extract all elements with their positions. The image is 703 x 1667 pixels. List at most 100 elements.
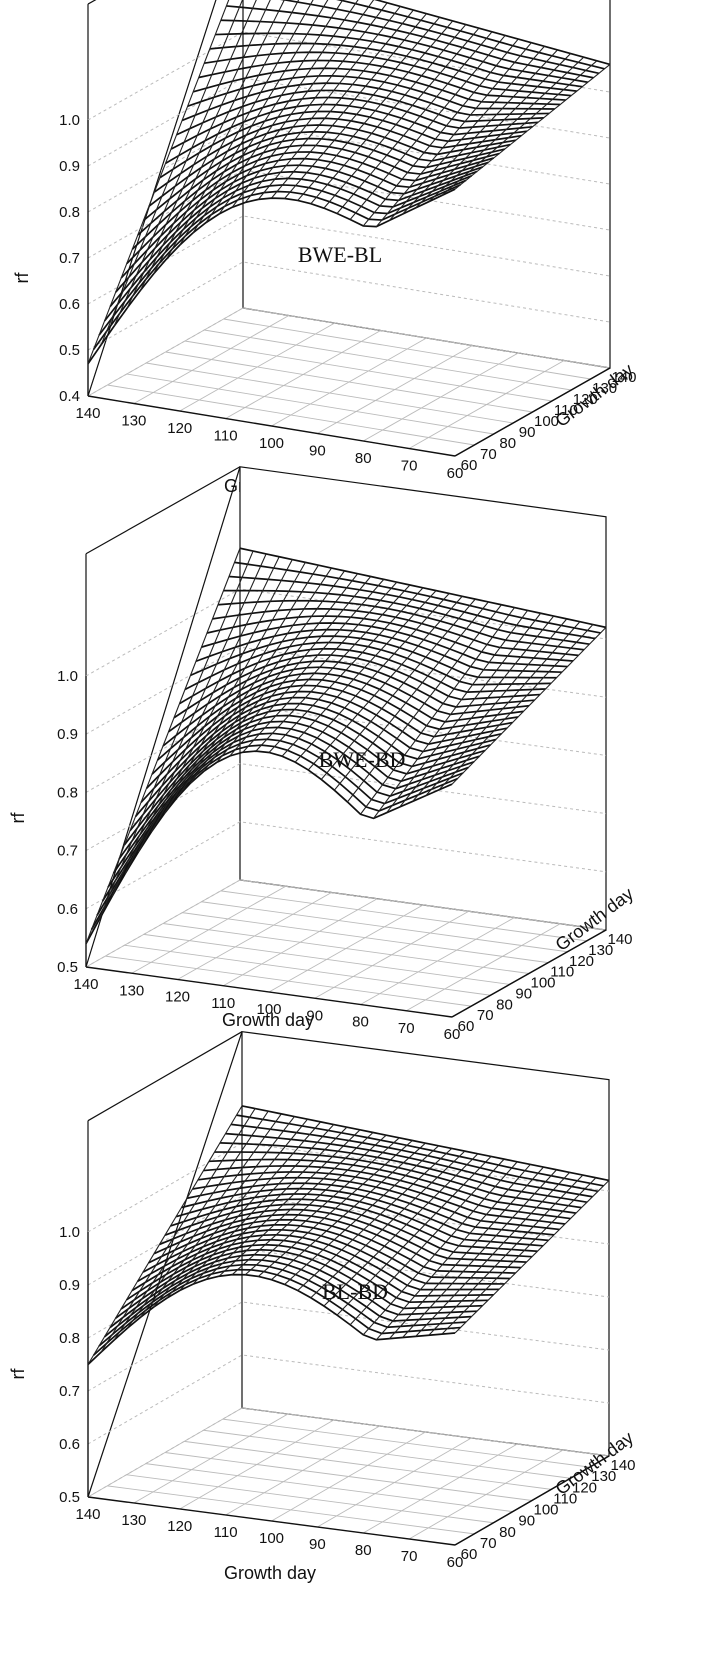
surface-mesh-line [389,1166,544,1339]
surface-mesh-line [268,587,424,753]
surface-mesh-line [310,24,467,205]
floor-gridline-y [204,329,572,391]
surface-mesh-line [333,601,489,791]
y-tick-label: 140 [607,931,632,948]
z-tick-label: 0.6 [57,901,78,918]
surface-mesh-line [257,9,414,200]
x-tick-label: 140 [73,976,98,993]
surface-mesh-line [346,604,502,803]
z-tick-label: 0.6 [59,1436,80,1453]
left-floor-edge [85,466,241,968]
surface-mesh-line [310,1150,466,1299]
x-tick-label: 120 [167,1518,192,1535]
y-tick-label: 70 [480,1535,497,1552]
surface-mesh-line [349,35,506,220]
surface-mesh-line [284,1145,439,1285]
surface-mesh-line [192,0,344,234]
surface-mesh-line [336,31,493,214]
series-label: BL-BD [322,1279,388,1304]
surface-mesh-line [177,567,332,798]
surface-mesh-line [113,0,257,327]
z-gridline [85,646,607,735]
y-tick-label: 100 [533,1502,558,1519]
surface-mesh-line [216,576,372,763]
surface-mesh-line [218,0,375,215]
surface-mesh-line [139,0,285,291]
y-tick-label: 70 [477,1007,494,1024]
y-tick-label: 80 [499,435,516,452]
y-tick-label: 120 [569,953,594,970]
x-tick-label: 100 [259,1530,284,1547]
floor-gridline-y [239,879,607,931]
x-tick-label: 90 [309,1536,326,1553]
surface-mesh-line [244,6,401,203]
series-label: BWE-BD [319,747,406,772]
floor-gridline-y [182,912,549,964]
surface-mesh-line [87,1105,243,1365]
floor-gridline-y [222,1418,590,1468]
surface-mesh-line [126,0,271,309]
z-axis-label: rf [12,272,32,284]
surface-mesh-line [179,1124,335,1291]
surface-mesh-line [399,615,555,808]
z-tick-label: 0.8 [59,1330,80,1347]
surface-mesh-line [320,598,476,780]
z-tick-label: 0.5 [59,1489,80,1506]
surface-mesh-line [192,1126,348,1285]
floor-gridline-y [242,307,611,369]
floor-gridline-y [201,901,568,953]
surface-mesh-line [124,556,280,874]
surface-mesh-line [100,0,244,345]
y-tick-label: 140 [611,369,636,386]
surface-mesh-line [231,1134,387,1276]
y-tick-label: 130 [592,380,617,397]
y-tick-label: 130 [591,1468,616,1485]
x-tick-label: 60 [447,1554,464,1571]
surface-mesh-line [85,548,241,944]
floor-gridline-y [165,351,533,413]
z-gridline [87,123,611,213]
surface-mesh-line [454,1180,610,1334]
surface-mesh-line [415,53,572,209]
surface-mesh-line [100,1108,256,1353]
y-tick-label: 120 [573,391,598,408]
surface-mesh-line [412,618,568,802]
surface-mesh-line [244,1137,400,1276]
x-axis-line [85,966,453,1018]
z-tick-label: 1.0 [59,1224,80,1241]
x-axis-label: Growth day [222,1010,314,1030]
floor-gridline-y [126,373,494,435]
y-tick-label: 140 [610,1457,635,1474]
floor-gridline-y [146,362,514,424]
x-tick-label: 130 [121,413,146,430]
z-tick-label: 0.7 [59,250,80,267]
y-tick-label: 80 [496,996,513,1013]
surface-mesh-line [179,0,329,246]
floor-gridline-y [105,955,472,1007]
floor-gridline-y [124,944,491,996]
z-tick-label: 0.7 [59,1383,80,1400]
x-tick-label: 60 [444,1026,461,1043]
surface-mesh-line [389,45,545,221]
surface-mesh-line [153,1118,308,1308]
surface-mesh-line [323,1153,479,1307]
y-tick-label: 90 [515,985,532,1002]
left-wall-diag [87,1031,243,1122]
surface-mesh-line [203,573,359,772]
surface-mesh-line [441,60,598,196]
surface-mesh-line [281,590,437,757]
surface-mesh-line [85,750,453,945]
x-tick-label: 70 [401,1548,418,1565]
floor-gridline-y [143,933,510,985]
floor-gridline-y [203,1429,571,1479]
x-tick-label: 70 [401,458,418,475]
surface-mesh-line [163,564,319,814]
surface-mesh-line [349,1158,505,1326]
y-tick-label: 60 [461,457,478,474]
surface-mesh-line [428,1174,584,1336]
x-tick-label: 70 [398,1020,415,1037]
z-gridline [87,169,611,259]
x-tick-label: 80 [355,1542,372,1559]
floor-gridline-y [107,384,475,446]
surface-mesh-line [242,581,398,753]
